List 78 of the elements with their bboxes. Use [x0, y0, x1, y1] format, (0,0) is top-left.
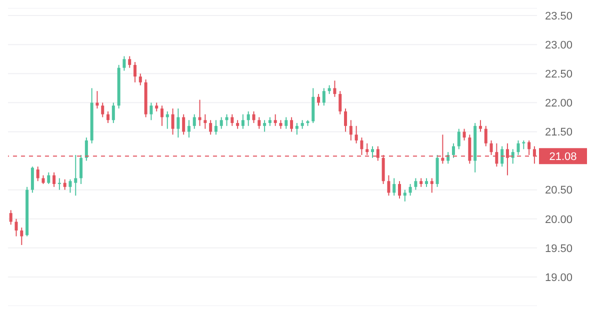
- candlestick: [295, 122, 298, 136]
- candlestick: [134, 62, 137, 83]
- candlestick: [452, 142, 455, 158]
- candlestick: [490, 140, 493, 156]
- candlestick: [160, 105, 164, 126]
- candlestick: [63, 178, 66, 190]
- candlestick: [101, 102, 104, 118]
- candlestick: [274, 114, 277, 126]
- candlestick: [225, 114, 228, 126]
- candlestick: [263, 120, 266, 132]
- y-tick-label: 20.00: [545, 214, 573, 226]
- candlestick: [30, 166, 34, 194]
- candlestick: [516, 140, 520, 156]
- candlestick: [241, 114, 244, 130]
- candlestick: [398, 180, 402, 200]
- candlestick: [138, 73, 142, 86]
- candlestick: [209, 120, 212, 136]
- candlestick: [414, 178, 418, 190]
- candlestick: [354, 125, 358, 144]
- y-tick-label: 23.00: [545, 40, 573, 52]
- candlestick: [333, 80, 336, 98]
- candlestick: [500, 146, 504, 168]
- candlestick: [484, 125, 488, 147]
- candlestick: [214, 120, 218, 136]
- candlestick: [511, 148, 514, 164]
- candlestick: [258, 116, 261, 130]
- y-tick-label: 23.50: [545, 10, 573, 22]
- candlestick: [14, 218, 18, 237]
- candlestick: [317, 93, 320, 106]
- candlestick: [182, 114, 186, 136]
- candlestick: [192, 114, 196, 130]
- candlestick: [290, 116, 294, 132]
- candlestick: [128, 56, 132, 68]
- candlestick: [198, 99, 202, 126]
- candlestick: [84, 137, 88, 162]
- candlestick: [371, 146, 374, 158]
- candlestick: [360, 137, 364, 156]
- y-tick-label: 21.50: [545, 126, 573, 139]
- candlestick: [176, 108, 180, 138]
- candlestick: [403, 189, 406, 202]
- candlestick: [187, 120, 190, 138]
- candlestick: [20, 227, 24, 246]
- candlestick: [47, 172, 50, 185]
- candlestick: [322, 88, 326, 106]
- candlestick: [349, 120, 352, 141]
- candlestick: [252, 110, 256, 124]
- y-tick-label: 20.50: [545, 184, 573, 197]
- candlestick: [392, 178, 396, 196]
- candlestick: [171, 108, 174, 136]
- candlestick: [344, 108, 348, 132]
- candlestick: [284, 116, 288, 130]
- candlestick: [96, 90, 99, 109]
- candlestick: [204, 114, 207, 130]
- candlestick: [74, 154, 78, 196]
- candlestick: [150, 102, 153, 121]
- y-tick-label: 22.50: [545, 68, 573, 81]
- candlestick: [112, 102, 115, 124]
- candlestick: [430, 178, 434, 194]
- candlestick: [246, 110, 250, 126]
- y-tick-label: 19.00: [545, 272, 573, 284]
- candlestick: [230, 114, 234, 126]
- candlestick: [408, 184, 412, 196]
- candlestick: [387, 174, 390, 196]
- candlestick: [478, 120, 482, 132]
- candlestick: [220, 116, 223, 130]
- candlestick: [457, 128, 460, 150]
- candlestick: [462, 128, 466, 141]
- candlestick: [338, 90, 342, 115]
- candlestick: [106, 110, 110, 124]
- y-tick-label: 22.00: [545, 98, 573, 110]
- candlestick: [52, 172, 56, 188]
- candlestick: [9, 210, 12, 226]
- y-tick-label: 19.50: [545, 242, 573, 255]
- candlestick: [36, 166, 40, 182]
- ref-line-label: 21.08: [549, 151, 577, 164]
- candlestick: [122, 56, 126, 72]
- candlestick: [68, 178, 72, 194]
- candlestick: [80, 154, 83, 185]
